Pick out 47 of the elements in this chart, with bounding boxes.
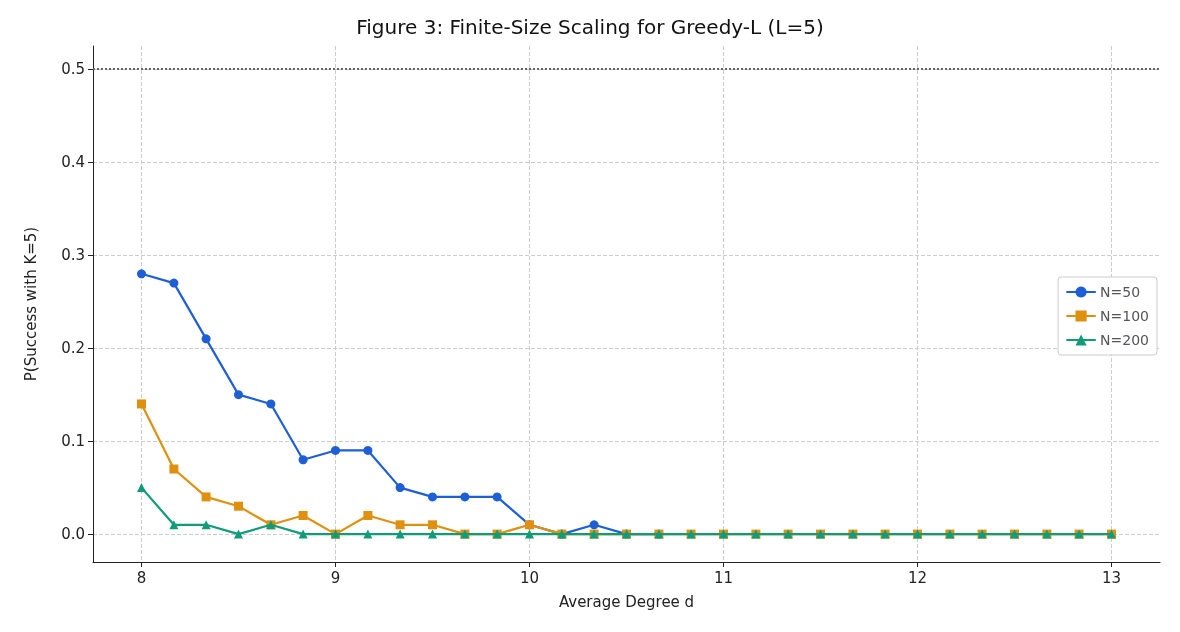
point xyxy=(395,520,405,530)
y-tick-label: 0.3 xyxy=(61,246,85,265)
x-axis-title: Average Degree d xyxy=(558,592,695,611)
x-tick-label: 13 xyxy=(1101,568,1122,587)
point xyxy=(169,278,179,288)
point xyxy=(363,511,373,521)
point xyxy=(298,529,308,539)
point xyxy=(298,455,308,465)
point xyxy=(460,492,470,502)
point xyxy=(137,399,146,409)
x-tick-label: 12 xyxy=(907,568,928,587)
point xyxy=(363,529,373,539)
y-tick-label: 0.1 xyxy=(61,432,85,451)
y-tick-label: 0.0 xyxy=(61,525,85,544)
point xyxy=(395,529,405,539)
legend-label: N=200 xyxy=(1100,332,1150,348)
point xyxy=(428,492,437,502)
point xyxy=(201,492,211,502)
point xyxy=(234,501,243,511)
x-tick-label: 11 xyxy=(713,568,734,587)
point xyxy=(266,399,276,409)
x-tick-label: 10 xyxy=(519,568,540,587)
x-tick-label: 8 xyxy=(136,568,147,587)
chart-title: Figure 3: Finite-Size Scaling for Greedy-L (L=5) xyxy=(356,15,824,39)
point xyxy=(234,390,243,400)
point xyxy=(428,520,437,530)
point xyxy=(428,529,437,539)
y-tick-label: 0.2 xyxy=(61,339,85,358)
point xyxy=(137,483,146,493)
point xyxy=(525,529,534,539)
point xyxy=(201,334,211,344)
y-axis-title: P(Success with K=5) xyxy=(21,226,40,382)
point xyxy=(201,520,211,530)
point xyxy=(331,445,340,455)
point xyxy=(234,529,243,539)
point xyxy=(395,483,405,493)
legend-label: N=50 xyxy=(1100,284,1141,300)
point xyxy=(492,492,502,502)
point xyxy=(169,464,179,474)
y-tick-label: 0.5 xyxy=(61,60,85,79)
x-tick-label: 9 xyxy=(330,568,341,587)
legend-label: N=100 xyxy=(1100,308,1150,324)
y-tick-label: 0.4 xyxy=(61,153,85,172)
point xyxy=(137,269,146,279)
point xyxy=(589,520,599,530)
point xyxy=(363,445,373,455)
point xyxy=(298,511,308,521)
